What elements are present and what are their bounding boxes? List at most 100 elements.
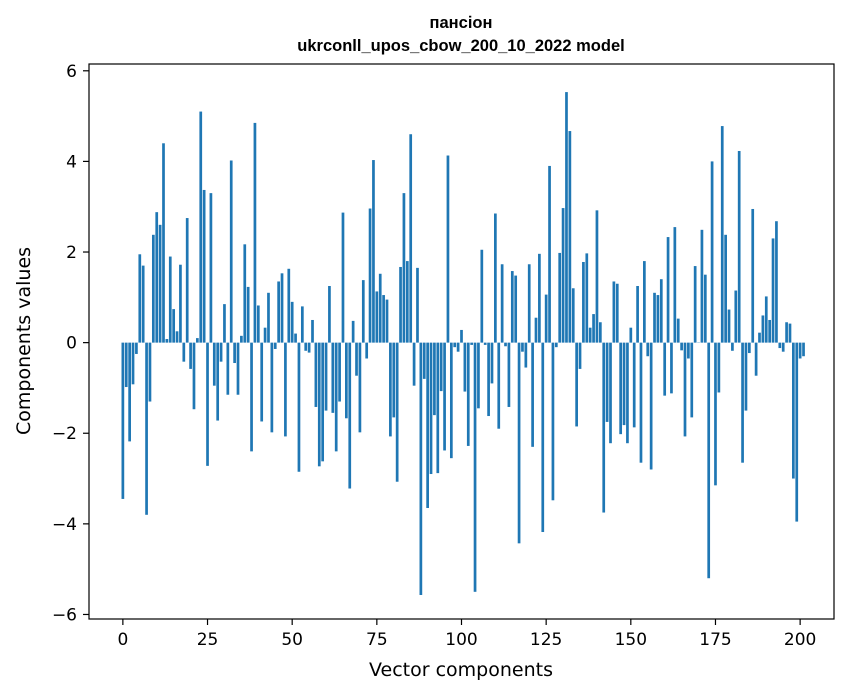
bar: [209, 193, 213, 343]
bar: [300, 306, 304, 343]
chart-subtitle: ukrconll_upos_cbow_200_10_2022 model: [297, 37, 624, 55]
bar: [731, 342, 734, 351]
bar: [419, 342, 423, 595]
bar: [612, 281, 616, 343]
bar: [514, 275, 518, 343]
bar: [443, 342, 446, 451]
x-tick-label: 25: [197, 630, 219, 650]
bar: [531, 342, 534, 447]
bar: [121, 342, 125, 499]
bar: [714, 342, 717, 486]
bar: [321, 342, 325, 462]
bar: [517, 342, 521, 544]
bar: [785, 322, 788, 343]
bar: [490, 342, 494, 384]
bar: [246, 286, 250, 343]
bar: [764, 296, 768, 343]
bar: [741, 342, 744, 463]
bar: [575, 342, 578, 427]
bar: [348, 342, 352, 489]
bar: [538, 253, 541, 343]
bar: [314, 342, 318, 407]
bar: [131, 342, 135, 385]
bar: [551, 342, 555, 501]
bar: [260, 342, 264, 422]
bar: [734, 290, 738, 343]
bar: [351, 320, 355, 343]
bar: [775, 221, 778, 343]
bar: [700, 229, 704, 343]
bar: [138, 254, 142, 343]
bar: [588, 327, 592, 343]
bar: [145, 342, 148, 515]
bar: [568, 131, 572, 343]
bar: [693, 266, 697, 343]
bar: [778, 342, 782, 349]
y-tick-label: 0: [66, 334, 77, 354]
bar: [595, 210, 599, 343]
bar: [656, 295, 660, 343]
bar: [179, 264, 182, 343]
bar: [659, 279, 663, 343]
bar: [680, 342, 683, 351]
y-tick-label: −4: [52, 515, 77, 535]
bar: [189, 342, 192, 369]
bar: [168, 256, 172, 343]
bar: [304, 342, 308, 351]
bar: [196, 338, 199, 343]
bar: [582, 261, 585, 343]
bar: [334, 342, 338, 452]
bar: [446, 155, 450, 343]
bar: [717, 342, 721, 393]
bar: [561, 208, 565, 343]
x-tick-label: 0: [117, 630, 128, 650]
bar: [768, 319, 772, 343]
x-tick-label: 75: [366, 630, 388, 650]
bar: [412, 342, 416, 386]
bar: [676, 318, 680, 343]
bar: [507, 342, 511, 407]
bar: [487, 342, 490, 417]
bar: [527, 264, 531, 343]
bar: [602, 342, 606, 513]
x-axis-ticks: 0 25 50 75 100 125 150 175 200: [117, 619, 816, 650]
bar: [761, 315, 765, 343]
bar: [206, 342, 209, 466]
bar: [385, 299, 389, 343]
bar: [216, 342, 220, 421]
bar: [263, 327, 267, 343]
bar: [240, 335, 243, 343]
bar: [375, 291, 379, 343]
bar: [256, 305, 260, 343]
bar: [724, 234, 727, 343]
x-tick-label: 150: [615, 630, 647, 650]
bar: [727, 309, 731, 343]
bar: [605, 342, 609, 422]
bar: [382, 295, 385, 343]
bar: [460, 329, 463, 343]
y-tick-label: 4: [66, 152, 77, 172]
x-tick-label: 100: [445, 630, 477, 650]
bar: [622, 342, 626, 426]
bar: [287, 268, 291, 343]
bar: [497, 342, 501, 429]
bar: [710, 161, 714, 343]
bar: [182, 342, 186, 362]
bar: [592, 314, 595, 343]
bar: [480, 249, 484, 343]
bar: [449, 342, 453, 459]
bar: [798, 342, 802, 359]
bar: [243, 244, 247, 343]
bar: [277, 281, 280, 343]
bar: [629, 327, 633, 343]
bar: [297, 342, 301, 472]
bar: [223, 304, 226, 343]
bar: [219, 342, 223, 362]
bar: [720, 126, 724, 343]
bar: [670, 342, 673, 394]
bar: [558, 252, 562, 343]
bar: [751, 208, 755, 343]
bar: [229, 160, 233, 343]
y-tick-label: 6: [66, 62, 77, 82]
